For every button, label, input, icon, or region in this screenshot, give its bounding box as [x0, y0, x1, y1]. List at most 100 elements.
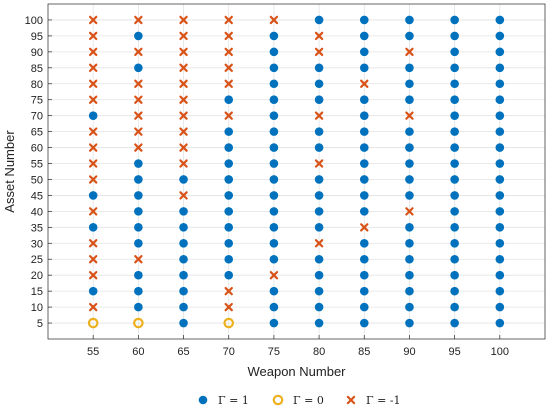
data-point	[134, 79, 143, 88]
data-point	[314, 223, 324, 232]
data-point	[88, 239, 98, 248]
data-point	[405, 63, 414, 73]
y-tick-label: 100	[25, 15, 43, 27]
data-point	[405, 318, 414, 328]
data-point	[179, 254, 188, 264]
data-point	[269, 175, 279, 184]
data-point	[314, 15, 324, 25]
data-point	[450, 175, 459, 184]
data-point	[314, 47, 324, 57]
data-point	[224, 207, 234, 216]
data-point	[269, 238, 279, 248]
data-point	[450, 47, 459, 57]
x-tick-label: 95	[449, 346, 461, 358]
data-point	[450, 270, 459, 280]
data-point	[179, 47, 188, 57]
y-tick-label: 75	[31, 95, 43, 107]
data-point	[450, 318, 459, 328]
data-point	[359, 191, 369, 200]
data-point	[495, 31, 505, 41]
y-tick-label: 80	[31, 79, 43, 91]
data-point	[359, 63, 369, 73]
data-point	[134, 63, 143, 73]
data-point	[450, 31, 459, 41]
data-point	[269, 95, 279, 105]
data-point	[495, 238, 505, 248]
data-point	[179, 207, 188, 216]
data-point	[134, 207, 143, 216]
data-point	[314, 175, 324, 184]
data-point	[223, 317, 235, 329]
x-tick-label: 100	[491, 346, 509, 358]
y-tick-label: 30	[31, 238, 43, 250]
data-point	[450, 286, 459, 296]
data-point	[314, 127, 324, 136]
data-point	[88, 47, 98, 57]
legend-marker	[272, 394, 284, 406]
data-point	[495, 159, 505, 168]
y-tick-label: 90	[31, 47, 43, 59]
data-point	[405, 175, 414, 184]
data-point	[495, 254, 505, 264]
data-points	[87, 15, 505, 329]
data-point	[495, 47, 505, 57]
x-tick-label: 55	[87, 346, 99, 358]
y-tick-label: 5	[37, 318, 43, 330]
data-point	[450, 63, 459, 73]
data-point	[405, 302, 414, 312]
data-point	[88, 15, 98, 25]
data-point	[314, 254, 324, 264]
x-axis: 55 60 65 70 75 80 85 90 95 100	[87, 335, 509, 358]
grid	[48, 4, 545, 339]
data-point	[88, 207, 98, 216]
data-point	[405, 159, 414, 168]
y-tick-label: 45	[31, 190, 43, 202]
data-point	[179, 223, 188, 232]
data-point	[405, 79, 414, 89]
x-tick-label: 80	[313, 346, 325, 358]
data-point	[495, 318, 505, 328]
legend: Γ = 1 Γ = 0 Γ = -1	[198, 394, 401, 407]
data-point	[269, 79, 279, 89]
data-point	[450, 95, 459, 105]
data-point	[224, 31, 233, 41]
data-point	[450, 159, 459, 168]
data-point	[179, 95, 188, 104]
data-point	[314, 79, 324, 89]
data-point	[360, 79, 369, 88]
data-point	[179, 238, 188, 248]
plot-frame	[47, 3, 546, 340]
y-tick-label: 25	[31, 254, 43, 266]
data-point	[88, 175, 98, 184]
data-point	[314, 318, 324, 328]
data-point	[359, 127, 369, 136]
x-tick-label: 90	[403, 346, 415, 358]
data-point	[359, 238, 369, 248]
data-point	[88, 191, 98, 200]
data-point	[224, 47, 233, 57]
data-point	[359, 286, 369, 296]
data-point	[88, 111, 98, 120]
data-point	[224, 191, 234, 200]
data-point	[495, 111, 505, 120]
data-point	[88, 255, 98, 264]
legend-marker	[346, 395, 356, 405]
data-point	[269, 302, 279, 312]
data-point	[360, 223, 369, 232]
data-point	[179, 286, 188, 296]
data-point	[405, 15, 414, 25]
data-point	[314, 31, 324, 41]
data-point	[314, 270, 324, 280]
data-point	[224, 270, 234, 280]
data-point	[314, 143, 324, 152]
data-point	[269, 111, 279, 120]
data-point	[405, 31, 414, 41]
data-point	[495, 175, 505, 184]
data-point	[405, 191, 414, 200]
data-point	[179, 31, 188, 41]
data-point	[134, 255, 143, 264]
data-point	[314, 286, 324, 296]
y-tick-label: 10	[31, 302, 43, 314]
data-point	[134, 143, 143, 152]
data-point	[405, 127, 414, 136]
